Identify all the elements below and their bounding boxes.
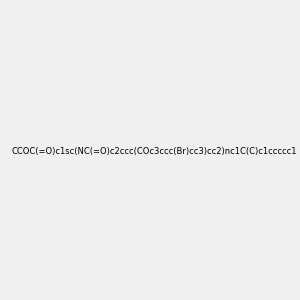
Text: CCOC(=O)c1sc(NC(=O)c2ccc(COc3ccc(Br)cc3)cc2)nc1C(C)c1ccccc1: CCOC(=O)c1sc(NC(=O)c2ccc(COc3ccc(Br)cc3)… <box>11 147 296 156</box>
